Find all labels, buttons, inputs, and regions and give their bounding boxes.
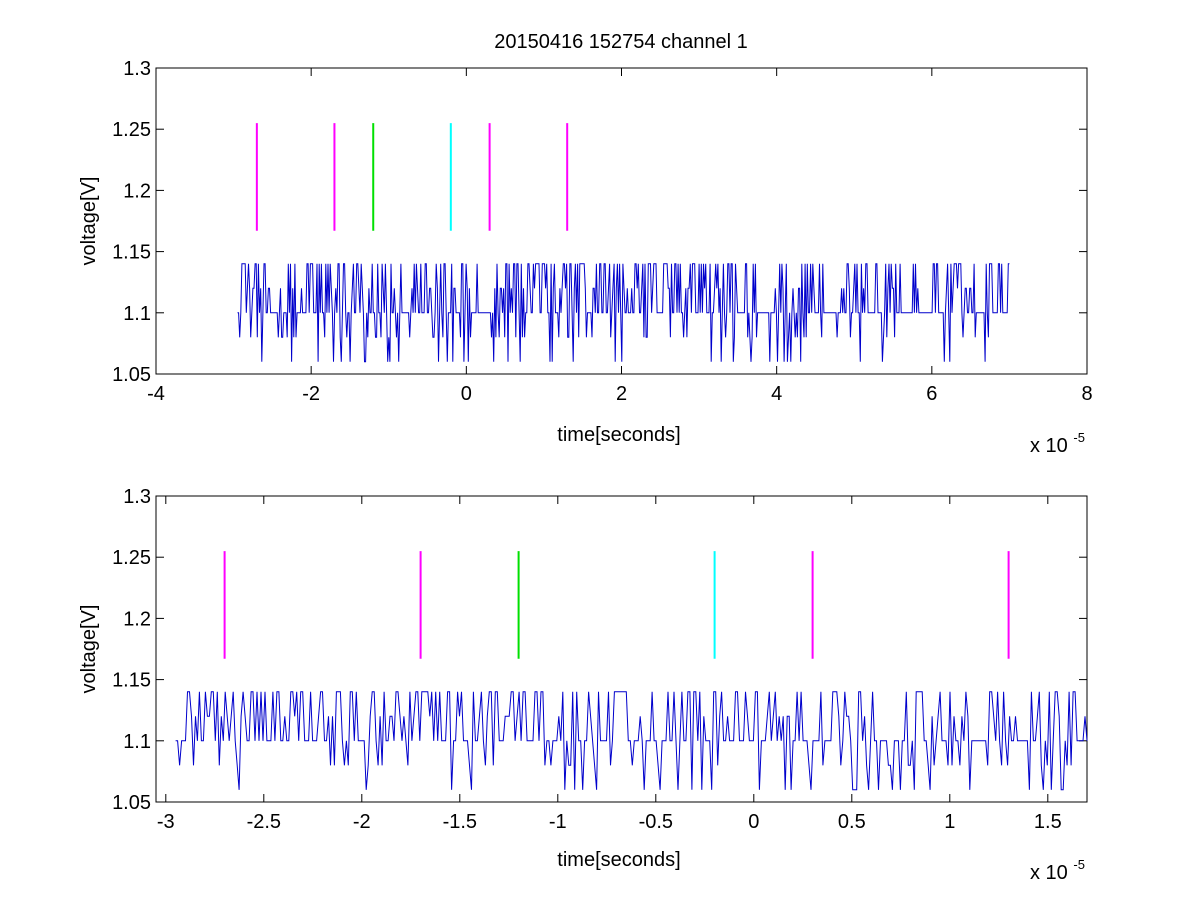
bottom-x-tick-label: -2 xyxy=(353,811,371,833)
bottom-y-tick-label: 1.05 xyxy=(112,792,151,814)
top-x-tick-label: 4 xyxy=(771,383,782,405)
bottom-x-tick-label: 1.5 xyxy=(1034,811,1062,833)
top-y-tick-label: 1.2 xyxy=(123,180,151,202)
top-x-tick-label: -2 xyxy=(302,383,320,405)
top-x-axis-label: time[seconds] xyxy=(557,424,680,446)
top-y-axis-label: voltage[V] xyxy=(78,177,100,266)
bottom-x-tick-label: 1 xyxy=(944,811,955,833)
bottom-x-tick-label: -3 xyxy=(157,811,175,833)
top-x-multiplier-base: x 10 xyxy=(1030,435,1068,457)
bottom-y-ticks: 1.05 1.1 1.15 1.2 1.25 1.3 xyxy=(112,486,1087,814)
bottom-x-tick-label: 0 xyxy=(748,811,759,833)
top-y-tick-label: 1.05 xyxy=(112,364,151,386)
bottom-axes-box xyxy=(155,495,1088,803)
top-y-tick-label: 1.25 xyxy=(112,119,151,141)
top-y-ticks: 1.05 1.1 1.15 1.2 1.25 1.3 xyxy=(112,58,1087,386)
bottom-x-tick-label: -1 xyxy=(549,811,567,833)
top-x-tick-label: -4 xyxy=(147,383,165,405)
top-y-tick-label: 1.3 xyxy=(123,58,151,80)
bottom-y-tick-label: 1.1 xyxy=(123,731,151,753)
bottom-x-tick-label: -1.5 xyxy=(443,811,477,833)
top-x-tick-label: 8 xyxy=(1081,383,1092,405)
bottom-x-multiplier: x 10 -5 xyxy=(1030,857,1085,884)
bottom-y-tick-label: 1.3 xyxy=(123,486,151,508)
top-subplot: -4 -2 0 2 4 6 8 1.05 1.1 1.15 1.2 1.25 1.3 time[sec… xyxy=(78,58,1093,457)
bottom-x-tick-label: -0.5 xyxy=(639,811,673,833)
bottom-y-axis-label: voltage[V] xyxy=(78,605,100,694)
top-y-tick-label: 1.15 xyxy=(112,242,151,264)
figure-title: 20150416 152754 channel 1 xyxy=(494,31,748,53)
top-y-tick-label: 1.1 xyxy=(123,303,151,325)
top-plot-area xyxy=(237,123,1010,363)
bottom-signal-line xyxy=(175,691,1088,791)
bottom-y-tick-label: 1.2 xyxy=(123,608,151,630)
bottom-x-multiplier-base: x 10 xyxy=(1030,862,1068,884)
bottom-subplot: -3 -2.5 -2 -1.5 -1 -0.5 0 0.5 1 1.5 1.051.11.151.… xyxy=(78,486,1088,884)
top-x-multiplier: x 10 -5 xyxy=(1030,430,1085,457)
bottom-x-axis-label: time[seconds] xyxy=(557,849,680,871)
bottom-x-ticks: -3 -2.5 -2 -1.5 -1 -0.5 0 0.5 1 1.5 xyxy=(157,496,1062,833)
top-x-tick-label: 0 xyxy=(461,383,472,405)
top-x-tick-label: 6 xyxy=(926,383,937,405)
bottom-x-tick-label: 0.5 xyxy=(838,811,866,833)
bottom-y-tick-label: 1.15 xyxy=(112,670,151,692)
top-x-multiplier-exponent: -5 xyxy=(1073,430,1085,445)
top-x-ticks: -4 -2 0 2 4 6 8 xyxy=(147,68,1093,405)
top-signal-line xyxy=(237,263,1010,363)
top-x-tick-label: 2 xyxy=(616,383,627,405)
bottom-x-tick-label: -2.5 xyxy=(247,811,281,833)
bottom-x-multiplier-exponent: -5 xyxy=(1073,857,1085,872)
bottom-plot-area xyxy=(175,551,1088,791)
bottom-y-tick-label: 1.25 xyxy=(112,547,151,569)
